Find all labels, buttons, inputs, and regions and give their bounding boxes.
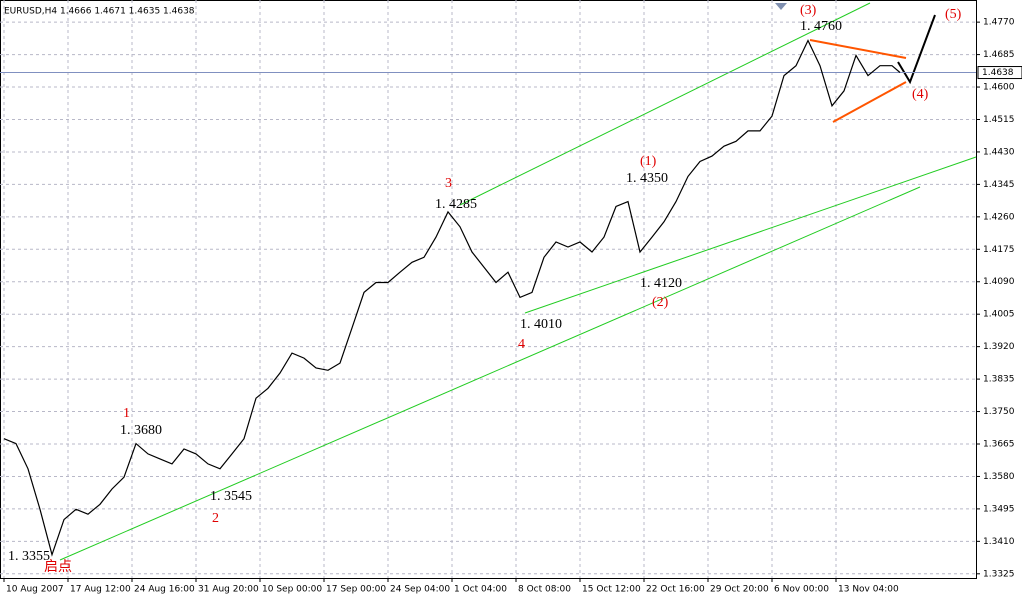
plot-frame — [0, 0, 977, 579]
x-tick-label: 1 Oct 04:00 — [454, 585, 507, 595]
annotation: 1. 4760 — [800, 19, 842, 34]
x-tick-label: 22 Oct 16:00 — [646, 585, 705, 595]
y-tick-label: 1.3920 — [983, 342, 1015, 352]
annotation: 1. 4350 — [626, 171, 668, 186]
annotation: (1) — [640, 154, 657, 169]
annotation: 3 — [445, 176, 452, 191]
y-tick-label: 1.4685 — [983, 50, 1015, 60]
chart-title: EURUSD,H4 1.4666 1.4671 1.4635 1.4638 — [4, 7, 195, 17]
x-tick-label: 17 Sep 00:00 — [326, 585, 386, 595]
x-tick-label: 24 Aug 16:00 — [134, 585, 195, 595]
annotation: 启点 — [44, 559, 72, 575]
annotation: 1. 4010 — [520, 317, 562, 332]
x-tick-label: 29 Oct 20:00 — [710, 585, 769, 595]
annotation: (5) — [945, 7, 962, 22]
y-tick-label: 1.3325 — [983, 569, 1015, 579]
y-tick-label: 1.4005 — [983, 310, 1015, 320]
y-tick-label: 1.4770 — [983, 18, 1015, 28]
x-tick-label: 6 Nov 00:00 — [774, 585, 829, 595]
trend-lines — [59, 2, 977, 561]
x-tick-label: 15 Oct 12:00 — [582, 585, 641, 595]
current-price-label: 1.4638 — [982, 68, 1014, 78]
x-tick-label: 24 Sep 04:00 — [390, 585, 450, 595]
x-tick-label: 13 Nov 04:00 — [838, 585, 899, 595]
annotation: 1. 4120 — [640, 276, 682, 291]
annotation: (2) — [652, 295, 669, 310]
annotation: 4 — [518, 337, 525, 352]
channel-line — [524, 156, 977, 314]
x-tick-label: 17 Aug 12:00 — [70, 585, 131, 595]
annotation: 2 — [212, 511, 219, 526]
annotation: (4) — [912, 87, 929, 102]
y-tick-label: 1.3835 — [983, 375, 1015, 385]
annotation: 1. 4285 — [435, 197, 477, 212]
x-tick-label: 10 Sep 00:00 — [262, 585, 322, 595]
x-tick-label: 8 Oct 08:00 — [518, 585, 571, 595]
y-tick-label: 1.4345 — [983, 180, 1015, 190]
y-tick-label: 1.4600 — [983, 83, 1015, 93]
channel-line — [59, 186, 921, 561]
y-tick-label: 1.4430 — [983, 147, 1015, 157]
annotation: 1 — [123, 406, 130, 421]
y-tick-label: 1.4090 — [983, 277, 1015, 287]
x-tick-label: 31 Aug 20:00 — [198, 585, 259, 595]
y-tick-label: 1.3495 — [983, 504, 1015, 514]
y-tick-label: 1.3580 — [983, 472, 1015, 482]
channel-line — [459, 2, 871, 206]
annotation: (3) — [800, 3, 817, 18]
y-tick-label: 1.4175 — [983, 245, 1015, 255]
y-tick-label: 1.3750 — [983, 407, 1015, 417]
triangle-line — [809, 39, 907, 59]
y-tick-label: 1.4260 — [983, 212, 1015, 222]
current-price-box — [977, 66, 1022, 80]
y-tick-label: 1.4515 — [983, 115, 1015, 125]
y-tick-label: 1.3665 — [983, 439, 1015, 449]
annotation: 1. 3545 — [210, 489, 252, 504]
annotation: 1. 3355 — [8, 549, 50, 564]
y-tick-label: 1.3410 — [983, 537, 1015, 547]
projection-line — [897, 14, 936, 85]
period-marker — [775, 3, 787, 10]
annotation: 1. 3680 — [120, 423, 162, 438]
x-tick-label: 10 Aug 2007 — [6, 585, 64, 595]
grid — [0, 0, 976, 578]
triangle-line — [832, 81, 907, 123]
price-line — [3, 39, 901, 557]
